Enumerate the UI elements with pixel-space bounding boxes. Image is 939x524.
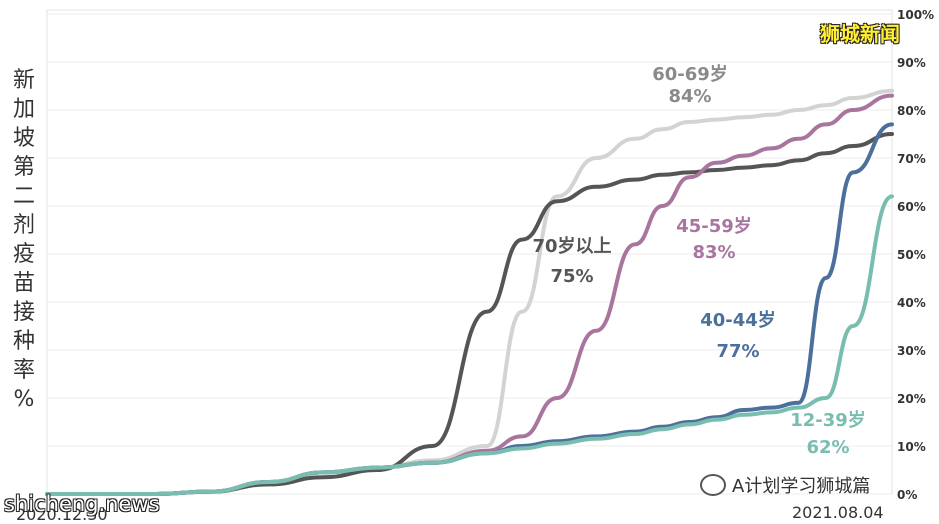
y-tick-label: 50%	[897, 248, 926, 262]
y-tick-label: 80%	[897, 104, 926, 118]
x-start-label: 2020.12.30	[16, 505, 108, 524]
y-axis-label: 新加坡第二剂疫苗接种率%	[12, 68, 35, 412]
y-tick-label: 70%	[897, 152, 926, 166]
wechat-account-name: A计划学习狮城篇	[732, 476, 871, 497]
series-value-label: 75%	[550, 266, 593, 287]
series-name-label: 12-39岁	[790, 409, 866, 431]
series-name-label: 40-44岁	[700, 309, 776, 331]
x-end-label: 2021.08.04	[792, 503, 884, 522]
y-tick-label: 10%	[897, 440, 926, 454]
series-line-4	[45, 194, 894, 496]
wechat-icon	[700, 474, 726, 496]
y-tick-label: 30%	[897, 344, 926, 358]
y-tick-label: 60%	[897, 200, 926, 214]
y-tick-label: 40%	[897, 296, 926, 310]
series-value-label: 62%	[806, 437, 849, 458]
watermark: shicheng.news	[4, 492, 160, 516]
brand-logo: 狮城新闻	[820, 22, 900, 46]
series-value-label: 77%	[716, 341, 759, 362]
y-tick-label: 20%	[897, 392, 926, 406]
series-name-label: 45-59岁	[676, 215, 752, 237]
y-tick-label: 0%	[897, 488, 917, 502]
series-value-label: 84%	[668, 86, 711, 107]
y-tick-label: 100%	[897, 8, 934, 22]
series-name-label: 60-69岁	[652, 63, 728, 85]
wechat-account: A计划学习狮城篇	[700, 472, 870, 498]
series-value-label: 83%	[692, 242, 735, 263]
y-tick-label: 90%	[897, 56, 926, 70]
series-name-label: 70岁以上	[532, 235, 611, 257]
